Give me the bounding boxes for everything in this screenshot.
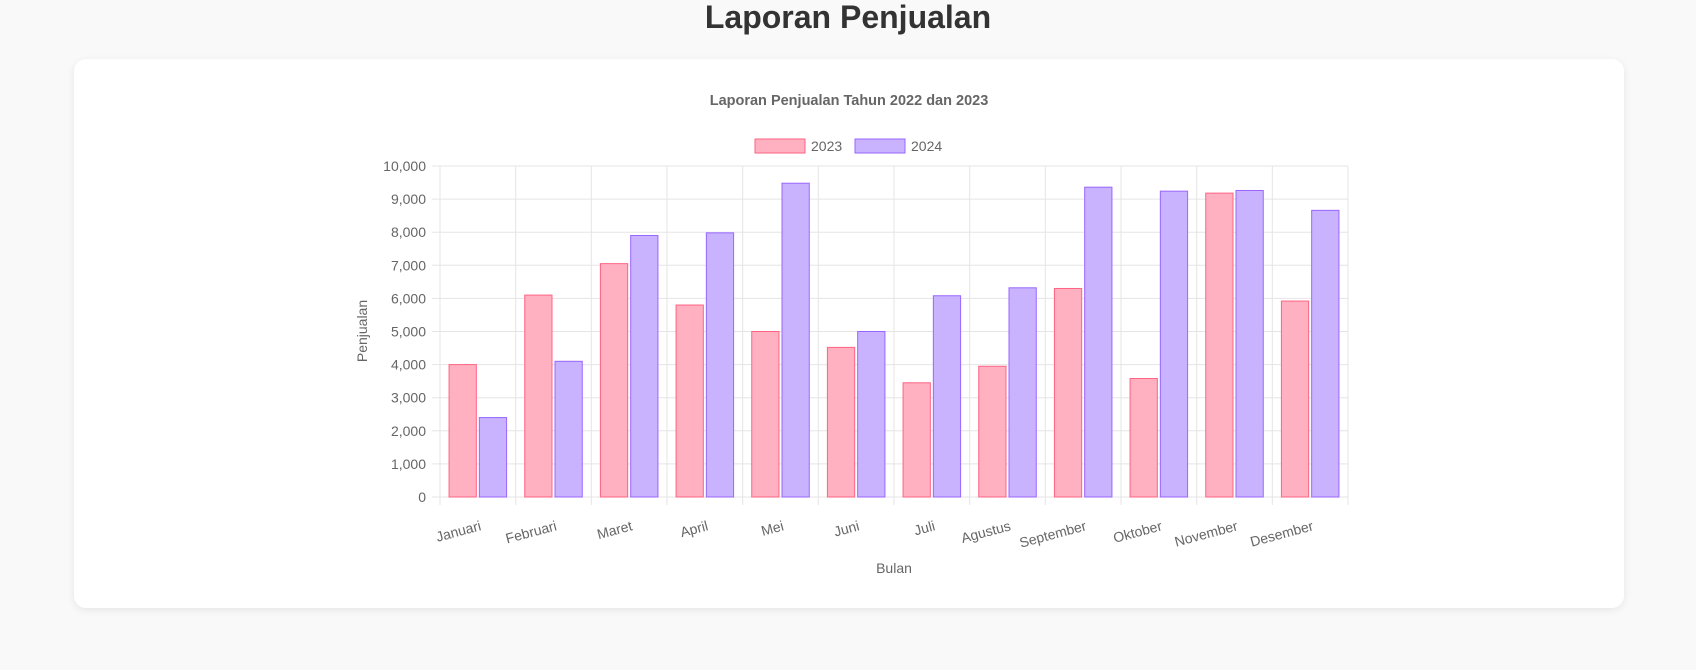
legend-swatch-2023	[754, 138, 806, 154]
y-tick-label: 5,000	[391, 324, 426, 340]
bar-2023-juli	[902, 382, 931, 498]
chart-legend: 2023 2024	[754, 138, 942, 154]
bar-2024-april	[705, 232, 735, 498]
x-tick-label: Juli	[912, 517, 936, 538]
x-tick-label: Oktober	[1111, 517, 1164, 545]
y-tick-label: 10,000	[383, 158, 426, 174]
bar-2024-januari	[478, 417, 508, 498]
y-tick-label: 0	[418, 489, 426, 505]
legend-swatch-2024	[854, 138, 906, 154]
x-tick-label: Januari	[434, 517, 482, 544]
chart-grid	[432, 165, 1349, 505]
bar-2023-april	[675, 304, 704, 498]
bar-2024-desember	[1311, 209, 1340, 498]
bar-2023-januari	[448, 364, 477, 498]
x-tick-label: Februari	[504, 517, 559, 546]
x-tick-label: Agustus	[959, 517, 1012, 546]
y-tick-label: 6,000	[391, 290, 426, 306]
y-tick-label: 8,000	[391, 224, 426, 240]
bar-2024-maret	[630, 235, 659, 498]
bar-2023-november	[1205, 192, 1234, 498]
y-axis-label: Penjualan	[354, 300, 370, 362]
x-tick-label: April	[678, 517, 709, 540]
x-tick-label: Mei	[759, 517, 785, 538]
y-tick-label: 3,000	[391, 390, 426, 406]
bar-2023-maret	[599, 263, 629, 498]
bar-2024-mei	[781, 182, 810, 498]
chart-card: Laporan Penjualan Tahun 2022 dan 2023 20…	[74, 59, 1624, 608]
bar-2024-november	[1235, 189, 1264, 498]
x-tick-label: September	[1018, 517, 1089, 550]
bar-2023-oktober	[1129, 378, 1158, 498]
x-tick-label: Juni	[832, 517, 861, 539]
legend-label-2024: 2024	[911, 138, 942, 154]
chart-bars	[448, 182, 1340, 498]
page-title: Laporan Penjualan	[704, 0, 992, 35]
chart-title: Laporan Penjualan Tahun 2022 dan 2023	[710, 93, 989, 109]
y-tick-label: 2,000	[391, 423, 426, 439]
y-tick-label: 4,000	[391, 357, 426, 373]
y-tick-label: 7,000	[391, 257, 426, 273]
bar-2023-agustus	[978, 365, 1007, 498]
sales-bar-chart: Laporan Penjualan Tahun 2022 dan 2023 20…	[354, 93, 1349, 576]
bar-2023-mei	[751, 331, 780, 498]
bar-2024-juli	[932, 295, 962, 498]
x-axis-label: Bulan	[876, 560, 912, 576]
bar-2024-agustus	[1008, 287, 1037, 498]
bar-2023-februari	[524, 294, 553, 498]
bar-2024-september	[1084, 186, 1113, 498]
x-tick-label: Desember	[1248, 517, 1315, 549]
bar-2024-oktober	[1159, 190, 1189, 498]
y-axis-ticks: 0 1,000 2,000 3,000 4,000 5,000 6,000 7,000 8,00…	[383, 158, 426, 505]
bar-2024-februari	[554, 360, 583, 498]
legend-label-2023: 2023	[811, 138, 842, 154]
bar-2023-september	[1053, 287, 1083, 498]
x-tick-label: November	[1173, 517, 1240, 549]
x-axis-ticks: Januari Februari Maret April Mei Juni Juli Agus…	[434, 517, 1315, 550]
bar-2024-juni	[857, 331, 886, 498]
bar-2023-desember	[1280, 300, 1310, 498]
y-tick-label: 9,000	[391, 191, 426, 207]
x-tick-label: Maret	[595, 517, 634, 542]
y-tick-label: 1,000	[391, 456, 426, 472]
bar-2023-juni	[826, 346, 856, 498]
